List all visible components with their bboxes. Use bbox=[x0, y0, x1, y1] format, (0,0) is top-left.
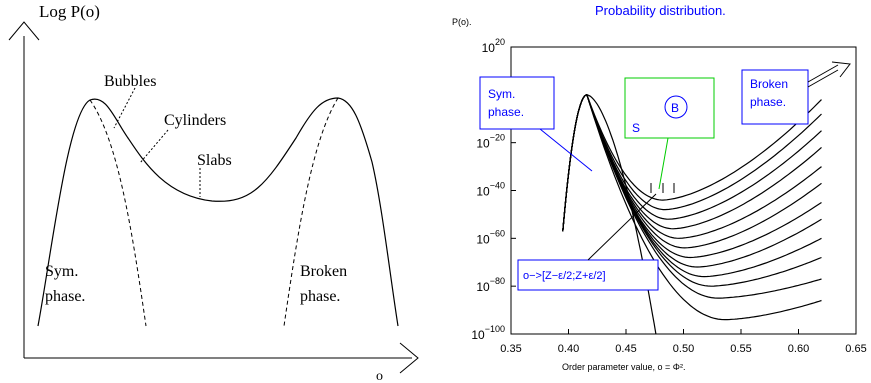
broken-phase-annotation: Broken phase. bbox=[741, 61, 851, 125]
schematic-x-label: o bbox=[376, 369, 383, 383]
schematic-y-axis bbox=[8, 21, 40, 358]
x-tick-label: 0.45 bbox=[615, 343, 636, 355]
window-range-label: o−>[Z−ε/2;Z+ε/2] bbox=[523, 270, 606, 282]
broken-phase-label-1: Broken bbox=[300, 263, 347, 280]
schematic-sym-dashed bbox=[89, 99, 147, 327]
schematic-broken-dashed bbox=[283, 97, 339, 327]
bubbles-pointer bbox=[113, 87, 136, 129]
sym-annotation-line1: Sym. bbox=[488, 87, 515, 101]
broken-annotation-line2: phase. bbox=[750, 95, 786, 109]
sym-annotation-pointer bbox=[539, 128, 593, 172]
y-tick-label: 10−100 bbox=[471, 324, 505, 342]
schematic-y-label: Log P(o) bbox=[39, 2, 100, 21]
sym-annotation-line2: phase. bbox=[488, 105, 524, 119]
schematic-distribution-curve bbox=[37, 97, 399, 327]
schematic-panel: Log P(o) o Bubbles Cylinders Slabs Sym. … bbox=[8, 2, 419, 383]
chart-title: Probability distribution. bbox=[595, 3, 726, 18]
broken-arrow bbox=[807, 61, 851, 88]
y-tick-label: 10−80 bbox=[476, 276, 505, 294]
s-label: S bbox=[632, 121, 640, 135]
x-tick-label: 0.50 bbox=[673, 343, 694, 355]
x-tick-label: 0.55 bbox=[730, 343, 751, 355]
b-circle bbox=[664, 95, 688, 119]
x-tick-label: 0.65 bbox=[845, 343, 866, 355]
x-ticks: 0.35 0.40 0.45 0.50 0.55 0.60 0.65 bbox=[500, 329, 867, 355]
sym-phase-label-2: phase. bbox=[45, 288, 85, 305]
cylinders-label: Cylinders bbox=[164, 112, 226, 129]
y-tick-label: 10−20 bbox=[476, 133, 505, 151]
chart-ylabel: P(o). bbox=[452, 17, 472, 27]
probability-chart: Probability distribution. P(o). 0.35 0.40… bbox=[452, 3, 867, 372]
bubble-window-annotation: B S bbox=[624, 77, 715, 190]
b-label: B bbox=[671, 101, 679, 115]
y-tick-label: 10−40 bbox=[476, 181, 505, 199]
broken-annotation-line1: Broken bbox=[750, 77, 788, 91]
window-green-pointer bbox=[658, 137, 669, 190]
cylinders-pointer bbox=[139, 129, 169, 164]
schematic-x-axis bbox=[24, 342, 419, 374]
sym-phase-annotation: Sym. phase. bbox=[479, 76, 593, 172]
bubbles-label: Bubbles bbox=[104, 73, 156, 90]
chart-xlabel: Order parameter value, o = Φ². bbox=[562, 362, 685, 372]
x-tick-label: 0.60 bbox=[788, 343, 809, 355]
broken-phase-label-2: phase. bbox=[300, 288, 340, 305]
x-tick-label: 0.40 bbox=[558, 343, 579, 355]
window-range-annotation: o−>[Z−ε/2;Z+ε/2] bbox=[517, 183, 675, 291]
sym-phase-label-1: Sym. bbox=[45, 263, 78, 280]
x-tick-label: 0.35 bbox=[500, 343, 521, 355]
window-black-pointer bbox=[587, 193, 657, 261]
slabs-label: Slabs bbox=[197, 152, 232, 169]
y-tick-label: 1020 bbox=[482, 37, 505, 55]
y-tick-label: 10−60 bbox=[476, 228, 505, 246]
